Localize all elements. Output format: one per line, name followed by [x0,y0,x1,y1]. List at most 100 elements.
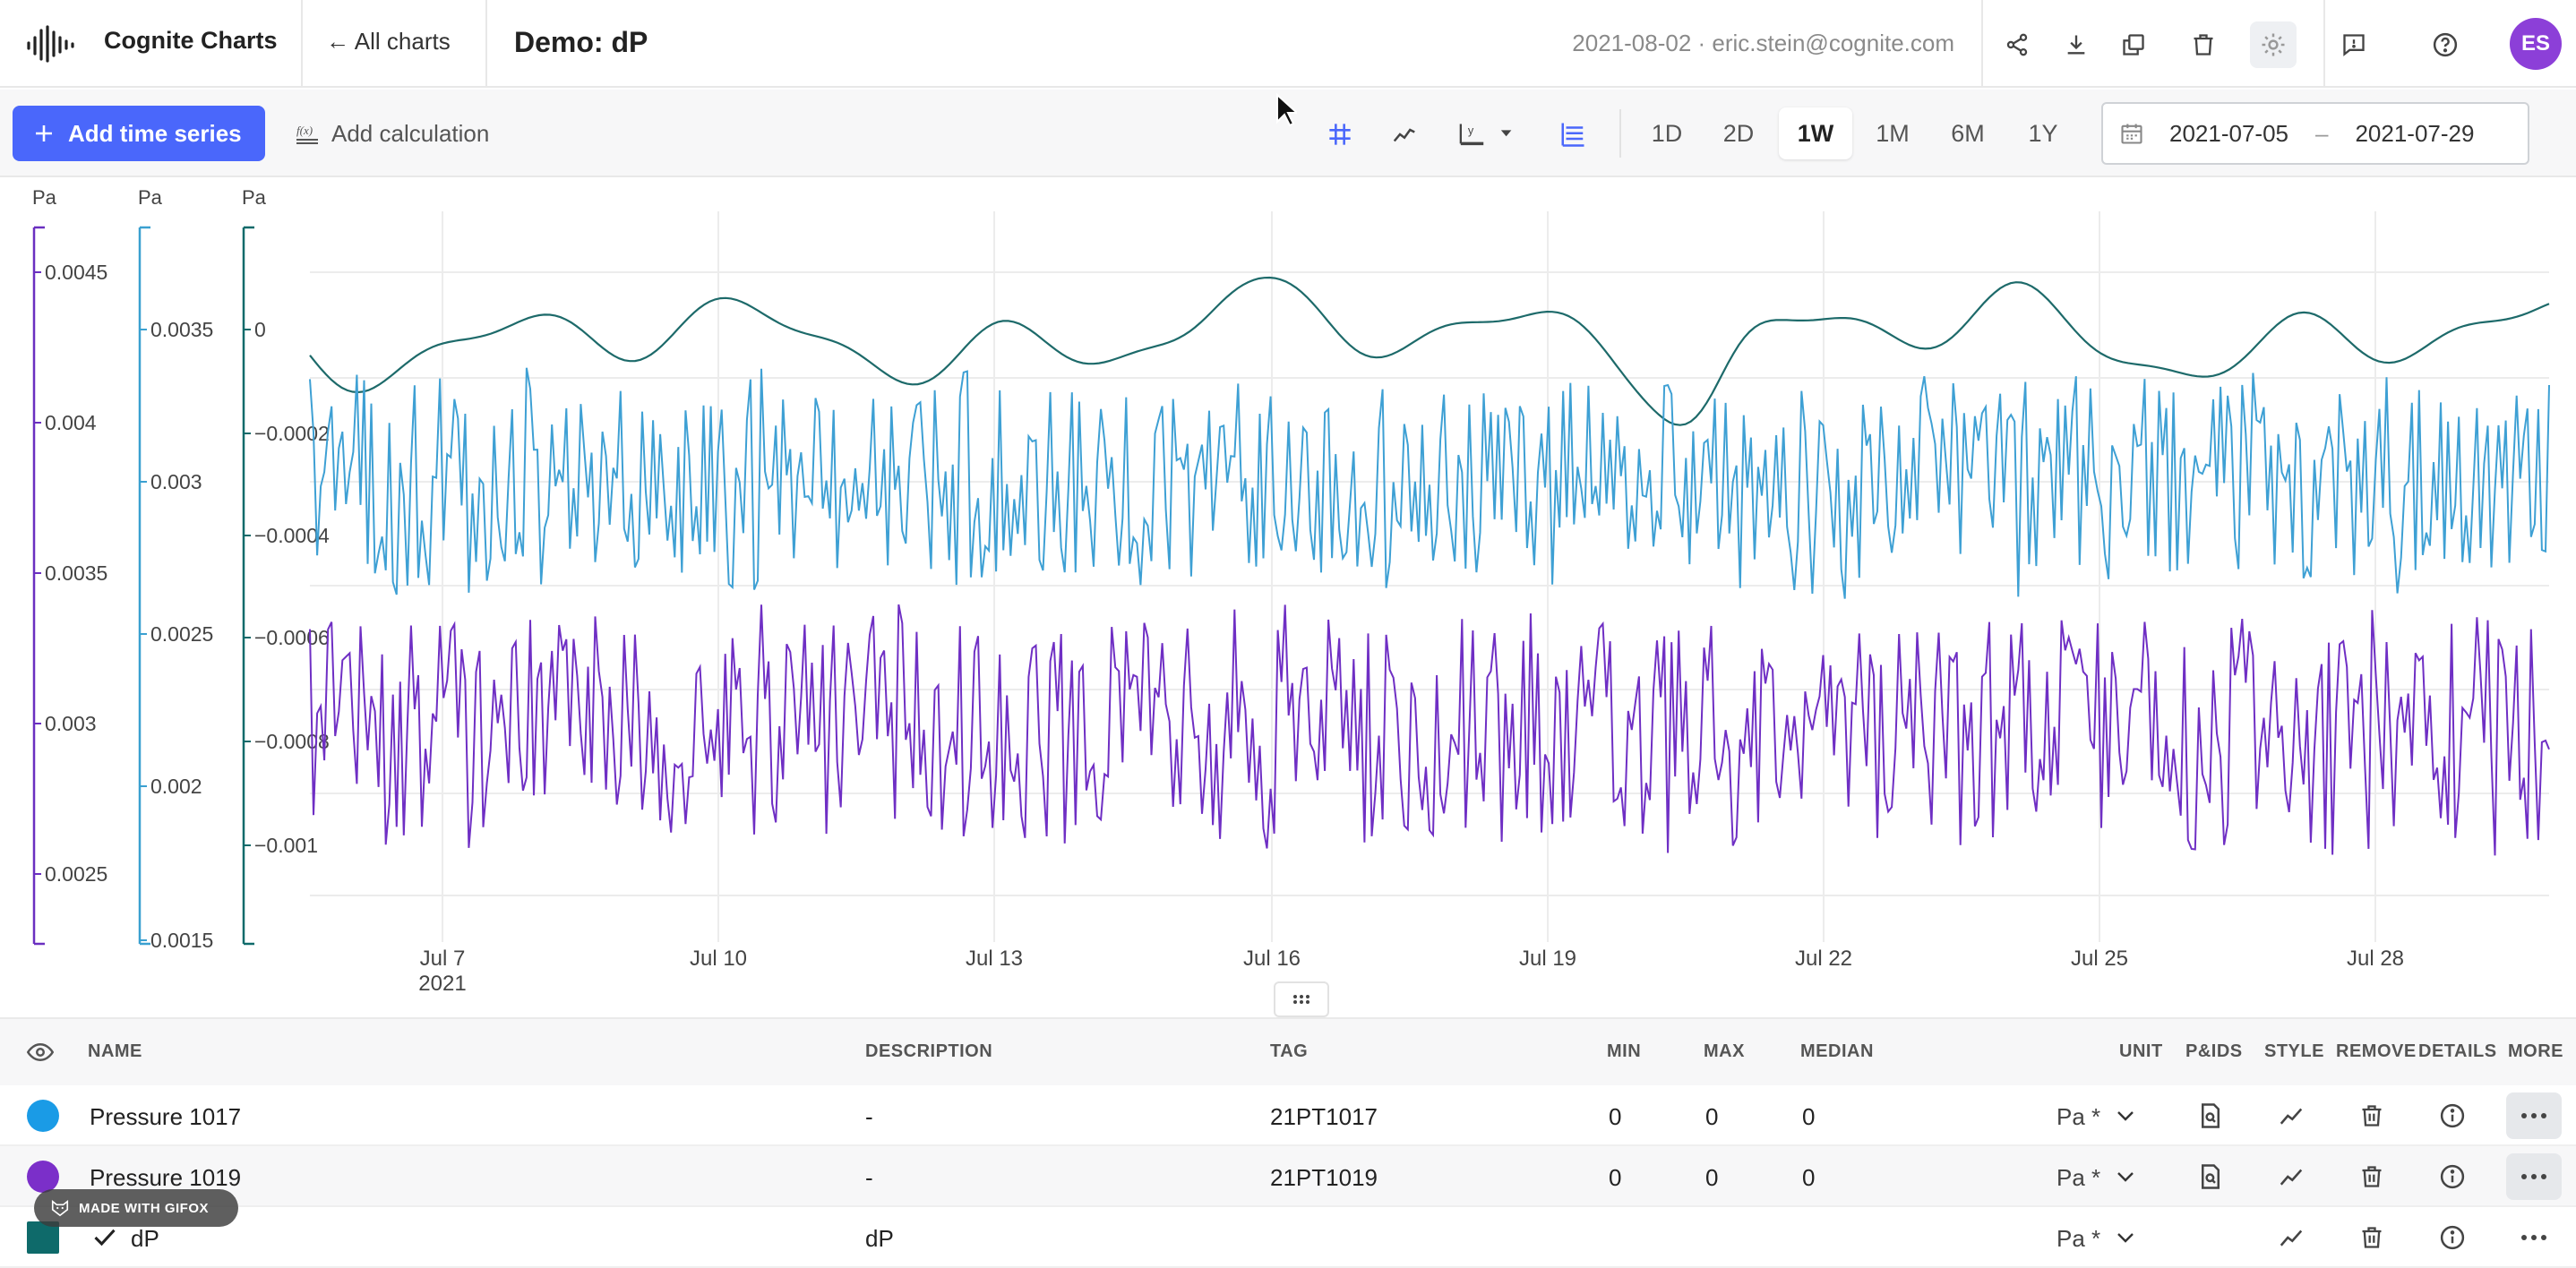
download-icon[interactable] [2053,21,2099,68]
y-axis-pressure-1019: Pa 0.0045 0.004 0.0035 0.003 0.0025 [32,186,107,946]
x-year-label: 2021 [418,972,466,996]
series-name[interactable]: Pressure 1019 [90,1164,242,1191]
series-unit[interactable]: Pa * [2057,1103,2101,1130]
info-icon[interactable] [2434,1220,2470,1255]
range-1d-button[interactable]: 1D [1651,119,1683,147]
x-tick-label: Jul 13 [966,947,1023,971]
axis-tick-label: 0.003 [45,712,97,735]
add-calculation-label: Add calculation [331,119,490,147]
info-icon[interactable] [2434,1159,2470,1195]
duplicate-icon[interactable] [2110,21,2157,68]
x-tick-label: Jul 7 [420,947,466,971]
date-range-picker[interactable]: 2021-07-05 – 2021-07-29 [2101,102,2529,165]
chart-resize-handle[interactable] [1274,981,1329,1017]
series-tag: 21PT1017 [1270,1103,1378,1130]
range-1w-button[interactable]: 1W [1779,107,1852,159]
divider [1981,0,1983,88]
axis-tick-label: 0 [254,318,266,341]
style-line-icon[interactable] [2273,1098,2309,1134]
share-icon[interactable] [1994,21,2040,68]
axis-tick-label: 0.0015 [150,929,213,952]
table-row[interactable]: dP dP Pa * [0,1207,2576,1268]
gridlines-toggle-icon[interactable] [1317,111,1363,158]
add-time-series-label: Add time series [68,119,242,147]
chevron-down-icon[interactable] [2116,1109,2135,1123]
range-1m-button[interactable]: 1M [1876,119,1910,147]
date-to-field[interactable]: 2021-07-29 [2355,119,2475,147]
series-description: - [865,1164,873,1191]
calendar-icon [2121,124,2142,144]
style-line-icon[interactable] [2273,1220,2309,1255]
axis-tick-label: −0.0006 [254,626,330,649]
col-max[interactable]: MAX [1704,1041,1745,1061]
user-avatar[interactable]: ES [2510,18,2562,70]
trash-icon[interactable] [2354,1220,2390,1255]
more-options-icon[interactable] [2506,1153,2562,1200]
chevron-down-icon[interactable] [2116,1230,2135,1245]
date-from-field[interactable]: 2021-07-05 [2169,119,2288,147]
series-color-swatch[interactable] [27,1161,59,1193]
series-color-swatch[interactable] [27,1221,59,1254]
mouse-cursor-icon [1276,93,1297,127]
series-color-swatch[interactable] [27,1100,59,1132]
y-axis-mode-dropdown[interactable]: y [1453,111,1524,158]
trash-icon[interactable] [2354,1098,2390,1134]
chevron-down-icon[interactable] [2116,1169,2135,1184]
series-median: 0 [1802,1103,1816,1130]
series-unit[interactable]: Pa * [2057,1164,2101,1191]
range-6m-button[interactable]: 6M [1951,119,1985,147]
trash-icon[interactable] [2354,1159,2390,1195]
col-description[interactable]: DESCRIPTION [865,1041,993,1061]
axis-tick-label: −0.0002 [254,422,330,445]
axis-tick-label: −0.001 [254,834,318,857]
col-name[interactable]: NAME [88,1041,142,1061]
function-icon: f(x) [296,124,318,144]
x-tick-label: Jul 10 [690,947,747,971]
stack-axes-icon[interactable] [1550,111,1596,158]
svg-text:y: y [1468,124,1474,137]
col-remove: REMOVE [2336,1041,2417,1061]
drag-handle-icon [1293,995,1309,1004]
table-row[interactable]: Pressure 1017 - 21PT1017 0 0 0 Pa * [0,1085,2576,1146]
time-series-table: NAME DESCRIPTION TAG MIN MAX MEDIAN UNIT… [0,1017,2576,1268]
series-unit[interactable]: Pa * [2057,1225,2101,1252]
range-1y-button[interactable]: 1Y [2028,119,2058,147]
help-icon[interactable] [2422,21,2469,68]
series-tag: 21PT1019 [1270,1164,1378,1191]
series-name[interactable]: Pressure 1017 [90,1103,242,1130]
eye-visibility-icon[interactable] [26,1041,55,1068]
info-icon[interactable] [2434,1098,2470,1134]
gifox-watermark: MADE WITH GIFOX [34,1189,238,1227]
col-min[interactable]: MIN [1607,1041,1642,1061]
divider [1619,109,1621,158]
y-axis-pressure-1017: Pa 0.0035 0.003 0.0025 0.002 0.0015 [138,186,213,952]
time-series-chart[interactable]: Pa 0.0045 0.004 0.0035 0.003 0.0025 Pa 0.0035 0… [0,179,2576,998]
more-options-icon[interactable] [2506,1092,2562,1139]
col-tag[interactable]: TAG [1270,1041,1309,1061]
series-line-pressure-1019 [309,604,2550,856]
svg-text:f(x): f(x) [296,124,313,137]
axis-tick-label: 0.003 [150,470,202,493]
axis-tick-label: 0.0045 [45,261,107,284]
add-calculation-button[interactable]: f(x) Add calculation [296,106,489,161]
check-icon [94,1229,116,1247]
range-2d-button[interactable]: 2D [1722,119,1755,147]
all-charts-link[interactable]: ← All charts [326,28,451,55]
delete-icon[interactable] [2180,21,2227,68]
more-options-icon[interactable] [2506,1214,2562,1261]
chart-title[interactable]: Demo: dP [514,26,648,58]
pid-search-icon[interactable] [2193,1098,2228,1134]
pid-search-icon[interactable] [2193,1159,2228,1195]
settings-gear-icon[interactable] [2250,21,2297,68]
table-row[interactable]: Pressure 1019 - 21PT1019 0 0 0 Pa * [0,1146,2576,1207]
divider [485,0,487,88]
style-line-icon[interactable] [2273,1159,2309,1195]
cognite-logo-icon [27,25,74,63]
plus-icon [36,125,52,141]
feedback-icon[interactable] [2331,21,2377,68]
line-mode-icon[interactable] [1381,111,1428,158]
user-info: 2021-08-02 · eric.stein@cognite.com [1572,30,1954,56]
series-name[interactable]: dP [131,1225,159,1252]
add-time-series-button[interactable]: Add time series [13,106,265,161]
col-median[interactable]: MEDIAN [1800,1041,1874,1061]
